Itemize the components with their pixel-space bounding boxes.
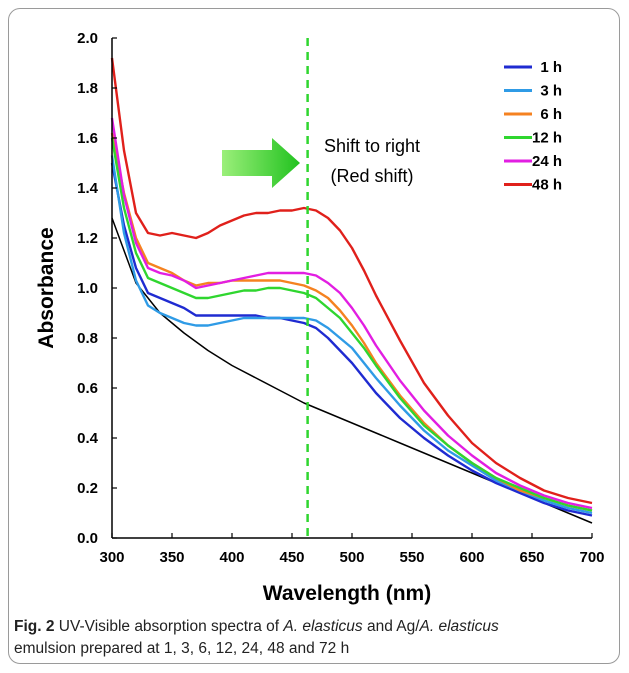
x-tick-label: 400	[219, 549, 244, 566]
caption-species-1: A. elasticus	[283, 618, 363, 635]
x-tick-label: 600	[459, 549, 484, 566]
legend-label: 6 h	[540, 106, 562, 123]
legend-label: 3 h	[540, 83, 562, 100]
series-line-3h	[110, 155, 593, 515]
axes	[111, 37, 593, 539]
figure-frame	[8, 8, 620, 664]
legend-label: 48 h	[532, 177, 562, 194]
tick-labels: 0.0 0.2 0.4 0.6 0.8 1.0 1.2 1.4 1.6 1.8 2.0 300 350 4…	[77, 30, 604, 566]
caption-label: Fig. 2	[14, 618, 55, 635]
x-tick-label: 500	[339, 549, 364, 566]
y-axis-label: Absorbance	[35, 227, 58, 348]
red-shift-arrow-icon	[222, 138, 300, 188]
legend-label: 24 h	[532, 153, 562, 170]
caption-species-2: A. elasticus	[419, 618, 499, 635]
annotation-line-1: Shift to right	[324, 136, 420, 156]
y-tick-label: 0.0	[77, 530, 98, 547]
legend-label: 1 h	[540, 59, 562, 76]
y-tick-label: 1.6	[77, 130, 98, 147]
x-tick-label: 300	[99, 549, 124, 566]
y-tick-label: 0.8	[77, 330, 98, 347]
x-tick-label: 650	[519, 549, 544, 566]
series-line-24h	[110, 117, 593, 510]
uv-vis-chart: 0.0 0.2 0.4 0.6 0.8 1.0 1.2 1.4 1.6 1.8 2.0 300 350 4…	[35, 30, 605, 605]
y-tick-label: 0.2	[77, 480, 98, 497]
series-line-12h	[110, 137, 593, 512]
caption-text-2: and Ag/	[362, 618, 420, 635]
x-tick-label: 450	[279, 549, 304, 566]
y-tick-label: 2.0	[77, 30, 98, 47]
caption-text-3: emulsion prepared at 1, 3, 6, 12, 24, 48…	[14, 640, 350, 657]
legend: 1 h 3 h 6 h 12 h 24 h 48 h	[504, 59, 562, 194]
y-tick-label: 1.0	[77, 280, 98, 297]
series-line-1h	[110, 162, 593, 517]
y-tick-label: 0.4	[77, 430, 99, 447]
x-axis-label: Wavelength (nm)	[263, 582, 431, 605]
caption-text-1: UV-Visible absorption spectra of	[54, 618, 284, 635]
plot-lines	[110, 38, 593, 538]
annotation-line-2: (Red shift)	[330, 166, 413, 186]
x-tick-label: 350	[159, 549, 184, 566]
x-tick-label: 700	[579, 549, 604, 566]
figure-caption: Fig. 2 UV-Visible absorption spectra of …	[14, 616, 614, 660]
y-tick-label: 1.4	[77, 180, 99, 197]
y-tick-label: 1.2	[77, 230, 98, 247]
y-tick-label: 0.6	[77, 380, 98, 397]
x-tick-label: 550	[399, 549, 424, 566]
series-line-48h	[110, 57, 593, 505]
legend-label: 12 h	[532, 130, 562, 147]
y-tick-label: 1.8	[77, 80, 98, 97]
